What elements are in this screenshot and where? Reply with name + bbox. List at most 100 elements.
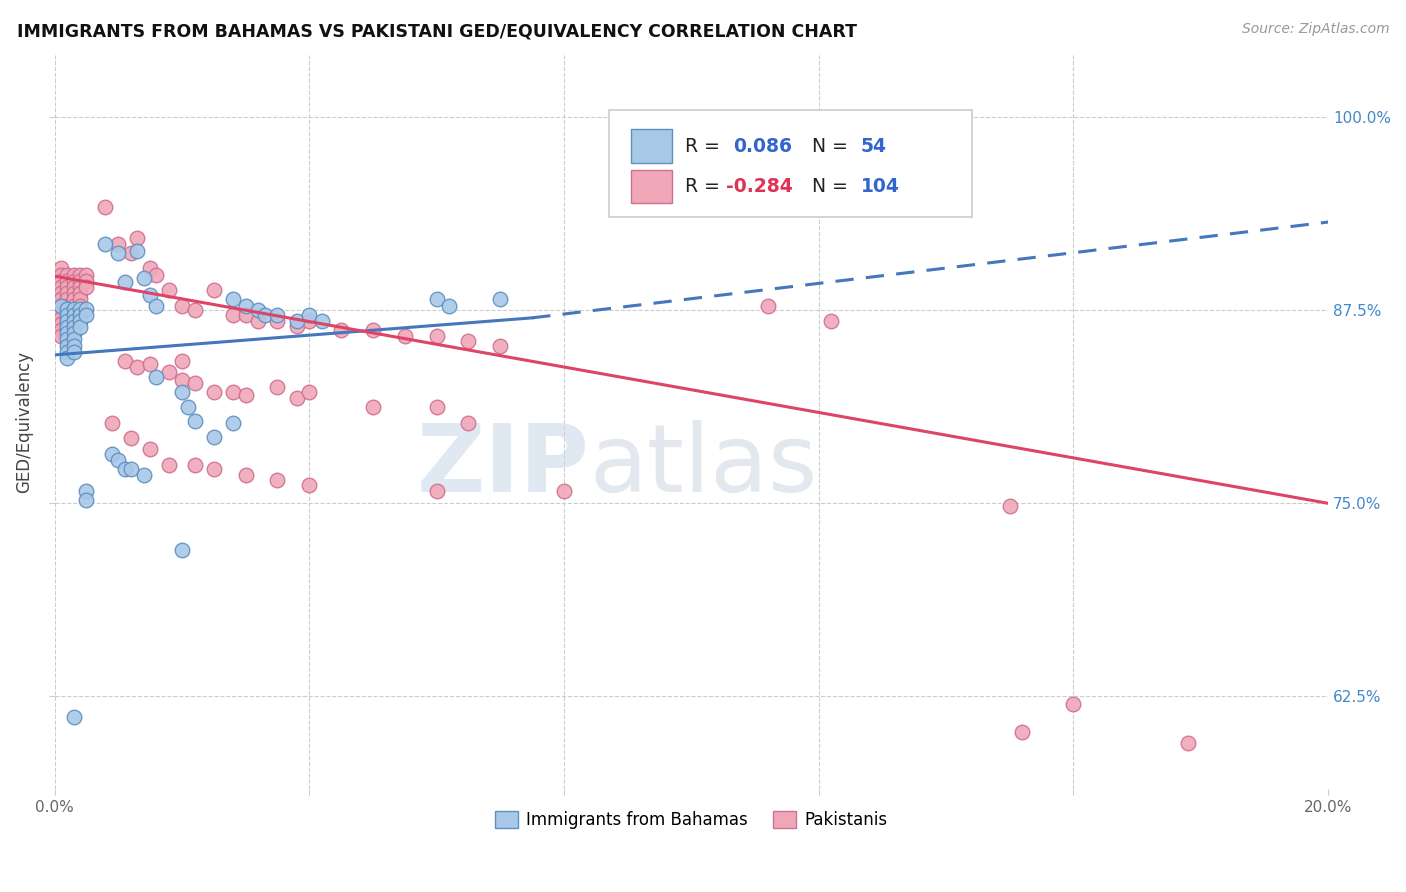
- Text: IMMIGRANTS FROM BAHAMAS VS PAKISTANI GED/EQUIVALENCY CORRELATION CHART: IMMIGRANTS FROM BAHAMAS VS PAKISTANI GED…: [17, 22, 856, 40]
- Point: [222, 416, 245, 430]
- Point: [62, 320, 84, 334]
- Point: [285, 391, 308, 405]
- Point: [62, 339, 84, 353]
- Point: [62, 301, 84, 316]
- FancyBboxPatch shape: [609, 111, 972, 217]
- Point: [101, 447, 124, 461]
- Point: [1062, 697, 1084, 711]
- Point: [49, 286, 72, 301]
- Point: [139, 287, 162, 301]
- Point: [170, 542, 193, 557]
- Point: [120, 462, 142, 476]
- Point: [127, 230, 149, 244]
- Point: [75, 301, 97, 316]
- Point: [183, 376, 205, 390]
- Point: [247, 303, 270, 318]
- Point: [285, 314, 308, 328]
- Point: [62, 286, 84, 301]
- Point: [139, 442, 162, 457]
- Text: R =: R =: [685, 177, 725, 196]
- Point: [157, 458, 180, 472]
- Point: [56, 320, 79, 334]
- Point: [553, 483, 575, 498]
- Point: [62, 293, 84, 307]
- Point: [426, 401, 449, 415]
- Point: [426, 329, 449, 343]
- Point: [49, 310, 72, 325]
- Point: [62, 314, 84, 328]
- Point: [94, 236, 117, 251]
- Point: [62, 333, 84, 347]
- Point: [183, 414, 205, 428]
- Point: [145, 268, 167, 282]
- Point: [69, 274, 91, 288]
- Point: [56, 286, 79, 301]
- Point: [75, 280, 97, 294]
- Point: [75, 493, 97, 508]
- Point: [62, 709, 84, 723]
- Point: [49, 268, 72, 282]
- Point: [69, 280, 91, 294]
- Text: N =: N =: [813, 177, 855, 196]
- Point: [170, 354, 193, 368]
- Bar: [631, 129, 672, 163]
- Point: [222, 293, 245, 307]
- Point: [107, 246, 129, 260]
- Point: [183, 458, 205, 472]
- Text: 104: 104: [860, 177, 900, 196]
- Point: [56, 304, 79, 318]
- Point: [127, 360, 149, 375]
- Point: [1011, 725, 1033, 739]
- Point: [49, 280, 72, 294]
- Point: [361, 401, 384, 415]
- Point: [49, 274, 72, 288]
- Point: [56, 301, 79, 316]
- Point: [62, 298, 84, 312]
- Point: [56, 339, 79, 353]
- Point: [394, 329, 416, 343]
- Point: [820, 314, 842, 328]
- Point: [114, 462, 136, 476]
- Point: [75, 274, 97, 288]
- Point: [298, 477, 321, 491]
- Point: [56, 274, 79, 288]
- Point: [489, 339, 512, 353]
- Point: [56, 298, 79, 312]
- Point: [202, 462, 225, 476]
- Point: [298, 308, 321, 322]
- Point: [145, 298, 167, 312]
- Point: [457, 416, 479, 430]
- Point: [177, 401, 200, 415]
- Point: [426, 483, 449, 498]
- Text: -0.284: -0.284: [725, 177, 793, 196]
- Point: [145, 369, 167, 384]
- Point: [132, 468, 155, 483]
- Point: [62, 280, 84, 294]
- Point: [49, 304, 72, 318]
- Point: [69, 308, 91, 322]
- Point: [69, 268, 91, 282]
- Point: [49, 261, 72, 276]
- Point: [235, 308, 257, 322]
- Point: [311, 314, 333, 328]
- Point: [114, 354, 136, 368]
- Point: [62, 274, 84, 288]
- Point: [998, 500, 1021, 514]
- Point: [298, 314, 321, 328]
- Point: [235, 388, 257, 402]
- Point: [170, 385, 193, 400]
- Point: [266, 308, 288, 322]
- Point: [56, 280, 79, 294]
- Point: [247, 314, 270, 328]
- Point: [139, 261, 162, 276]
- Point: [69, 286, 91, 301]
- Point: [62, 304, 84, 318]
- Point: [157, 283, 180, 297]
- Point: [170, 373, 193, 387]
- Point: [1177, 736, 1199, 750]
- Text: 0.086: 0.086: [734, 136, 793, 156]
- Point: [56, 351, 79, 365]
- Point: [107, 236, 129, 251]
- Point: [62, 308, 84, 322]
- Point: [235, 298, 257, 312]
